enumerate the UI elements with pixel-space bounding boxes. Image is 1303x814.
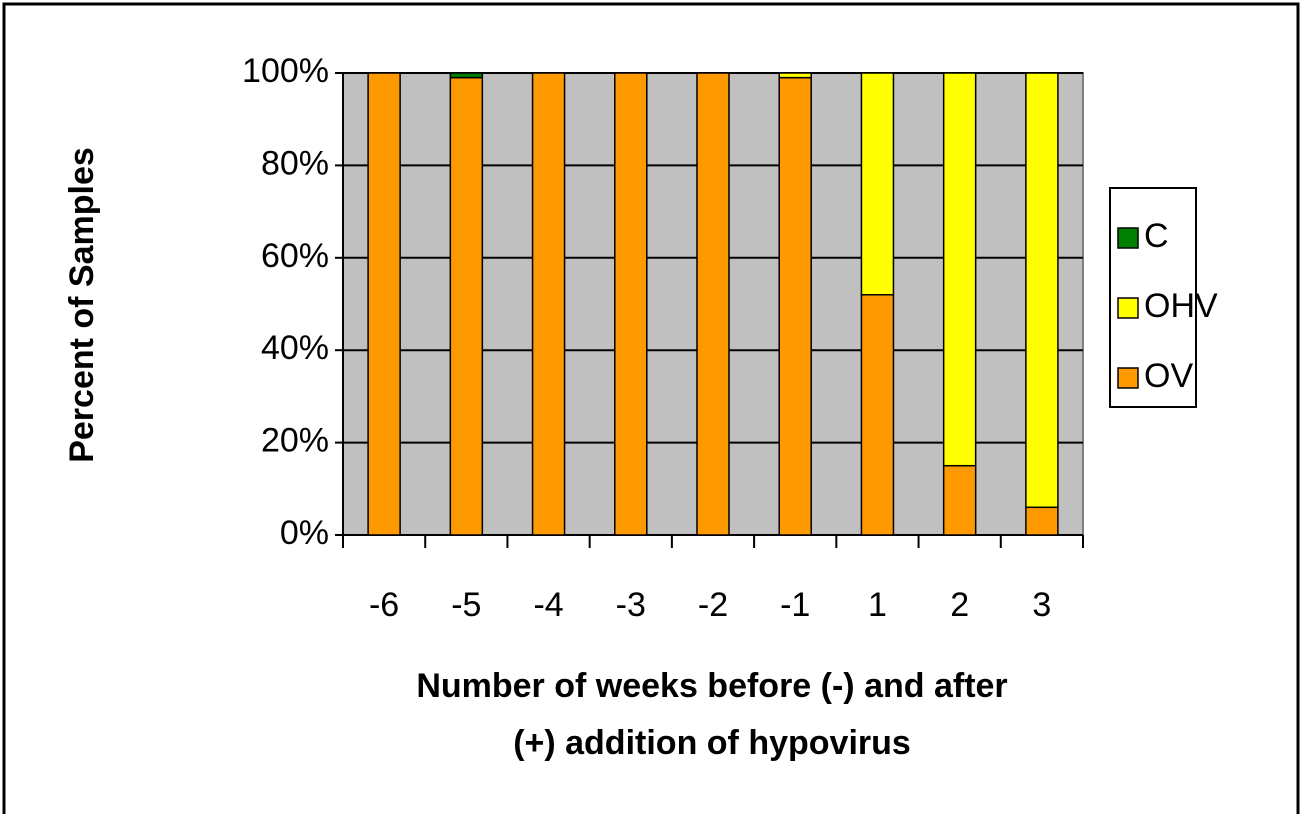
bar-segment — [942, 464, 977, 536]
bar-segment — [860, 294, 895, 536]
bar-segment — [778, 76, 812, 536]
legend-label: OHV — [1144, 287, 1218, 325]
legend-swatch — [1117, 367, 1139, 389]
bar-segment — [449, 72, 484, 79]
y-tick-label: 80% — [261, 144, 329, 182]
legend-label: OV — [1144, 357, 1193, 395]
y-tick-label: 20% — [261, 422, 329, 460]
legend-swatch — [1117, 227, 1139, 249]
bar-segment — [449, 76, 484, 536]
x-tick-label: -1 — [780, 586, 810, 624]
legend-swatch — [1117, 297, 1139, 319]
x-tick-label: 1 — [868, 586, 887, 624]
legend-label: C — [1144, 217, 1169, 255]
x-tick-label: -6 — [369, 586, 399, 624]
x-tick-label: -5 — [451, 586, 481, 624]
bar-segment — [531, 72, 566, 536]
bar-segment — [860, 72, 895, 296]
x-axis-title: Number of weeks before (-) and after — [416, 667, 1007, 705]
x-axis-title: (+) addition of hypovirus — [513, 724, 911, 762]
x-tick-label: 3 — [1032, 586, 1051, 624]
x-tick-label: -2 — [698, 586, 728, 624]
bar-segment — [696, 72, 730, 536]
x-tick-label: -4 — [533, 586, 563, 624]
bar-segment — [367, 72, 401, 536]
x-tick-label: 2 — [950, 586, 969, 624]
bar-segment — [778, 72, 812, 79]
y-axis-title: Percent of Samples — [63, 147, 101, 463]
y-tick-label: 60% — [261, 237, 329, 275]
bar-segment — [1025, 506, 1059, 536]
x-tick-label: -3 — [616, 586, 646, 624]
bar-segment — [942, 72, 977, 467]
bar-segment — [1025, 72, 1059, 509]
bar-segment — [614, 72, 648, 536]
y-tick-label: 100% — [242, 52, 329, 90]
y-tick-label: 0% — [280, 514, 329, 552]
y-tick-label: 40% — [261, 329, 329, 367]
